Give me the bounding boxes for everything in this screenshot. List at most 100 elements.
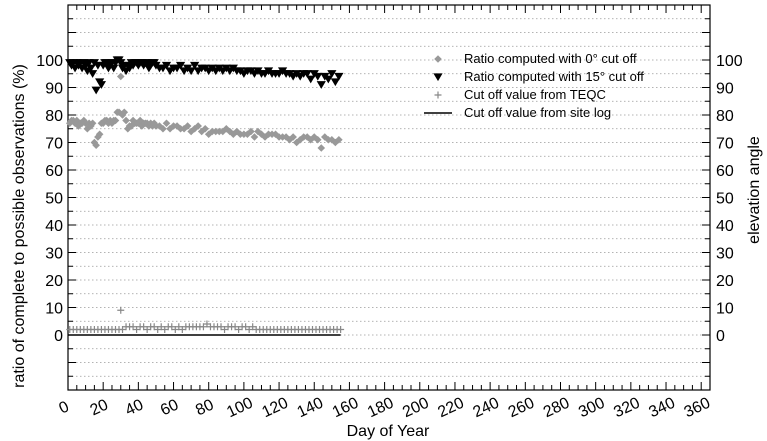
data-point (203, 320, 211, 328)
x-tick-label: 260 (506, 395, 537, 422)
data-point (289, 133, 297, 141)
data-point (327, 70, 337, 78)
x-tick-label: 240 (471, 395, 502, 422)
data-point (175, 323, 183, 331)
x-tick-label: 340 (646, 395, 677, 422)
data-point (92, 141, 100, 150)
y-tick-label-right: 20 (716, 273, 734, 290)
legend-label: Cut off value from TEQC (464, 87, 606, 102)
data-point (190, 61, 200, 70)
data-point (175, 61, 186, 70)
data-point (250, 133, 259, 141)
x-tick-labels: 0 20 40 60 80 100 120 140 160 180 200 220 240 260 280 3… (56, 395, 713, 422)
data-point (157, 323, 165, 331)
data-point (254, 127, 262, 136)
y-tick-label-right: 70 (716, 136, 734, 153)
data-point (178, 326, 186, 333)
data-point (335, 135, 343, 144)
data-point (133, 326, 141, 333)
data-points (65, 56, 345, 336)
y-tick-label-left: 60 (45, 163, 63, 180)
x-tick-label: 160 (330, 395, 361, 422)
grid-lines (68, 18, 710, 377)
data-point (116, 72, 125, 81)
y-tick-label-left: 30 (45, 246, 63, 263)
y-axis-title-left: ratio of complete to possible observatio… (11, 64, 28, 388)
y-tick-label-right: 60 (716, 163, 734, 180)
y-tick-label-left: 0 (54, 328, 63, 345)
data-point (201, 124, 209, 133)
y-tick-label-left: 40 (45, 218, 63, 235)
data-point (323, 75, 333, 84)
data-point (317, 144, 326, 152)
data-point (302, 70, 312, 78)
series-2 (66, 306, 345, 333)
data-point (245, 326, 253, 333)
data-point (249, 323, 257, 331)
y-tick-label-right: 100 (716, 53, 743, 70)
data-point (173, 122, 181, 130)
legend-label: Ratio computed with 15° cut off (464, 69, 644, 84)
x-tick-label: 200 (400, 395, 431, 422)
series-1 (65, 56, 344, 95)
data-point (337, 326, 345, 333)
data-point (140, 323, 148, 331)
data-point (150, 323, 158, 331)
x-tick-label: 180 (365, 395, 396, 422)
y-tick-label-right: 10 (716, 301, 734, 318)
data-point (129, 116, 137, 125)
data-point (162, 119, 171, 128)
legend: Ratio computed with 0° cut off Ratio comp… (424, 51, 644, 120)
data-point (186, 67, 196, 76)
x-tick-label: 20 (88, 396, 111, 419)
series-0 (65, 72, 343, 152)
data-point (328, 135, 336, 144)
data-point (235, 326, 243, 333)
y-tick-labels-left: 0 10 20 30 40 50 60 70 80 90 100 (36, 53, 63, 345)
x-tick-label: 100 (224, 395, 255, 422)
y-tick-label-right: 30 (716, 246, 734, 263)
y-tick-label-right: 0 (716, 328, 725, 345)
data-point (334, 72, 344, 81)
y-tick-label-left: 10 (45, 301, 63, 318)
y-tick-label-left: 100 (36, 53, 63, 70)
y-tick-label-right: 40 (716, 218, 734, 235)
y-tick-label-right: 90 (716, 81, 734, 98)
data-point (313, 72, 323, 81)
data-point (136, 116, 144, 125)
data-point (143, 326, 151, 333)
x-tick-label: 120 (259, 395, 290, 422)
y-tick-label-left: 80 (45, 108, 63, 125)
data-point (161, 326, 169, 333)
y-axis-title-right: elevation angle (746, 136, 763, 244)
data-point (119, 326, 127, 333)
x-tick-label: 280 (541, 395, 572, 422)
data-point (95, 130, 104, 139)
x-axis-title: Day of Year (347, 423, 430, 440)
data-point (150, 119, 158, 128)
x-tick-label: 360 (682, 395, 713, 422)
data-point (120, 108, 129, 117)
y-tick-label-right: 50 (716, 191, 734, 208)
legend-marker (434, 91, 442, 99)
data-point (161, 61, 172, 70)
y-tick-label-left: 50 (45, 191, 63, 208)
axis-ticks (67, 4, 711, 391)
data-point (96, 81, 107, 89)
x-tick-label: 0 (56, 398, 71, 417)
legend-label: Cut off value from site log (464, 105, 611, 120)
data-point (124, 124, 132, 133)
data-point (91, 86, 101, 95)
x-tick-label: 140 (295, 395, 326, 422)
data-point (111, 116, 120, 125)
y-tick-label-right: 80 (716, 108, 734, 125)
data-point (194, 122, 202, 130)
legend-marker (433, 73, 443, 82)
data-point (171, 326, 179, 333)
data-point (321, 133, 329, 141)
data-point (306, 75, 316, 84)
data-point (247, 127, 255, 136)
x-tick-label: 220 (435, 395, 466, 422)
x-tick-label: 80 (193, 396, 216, 419)
